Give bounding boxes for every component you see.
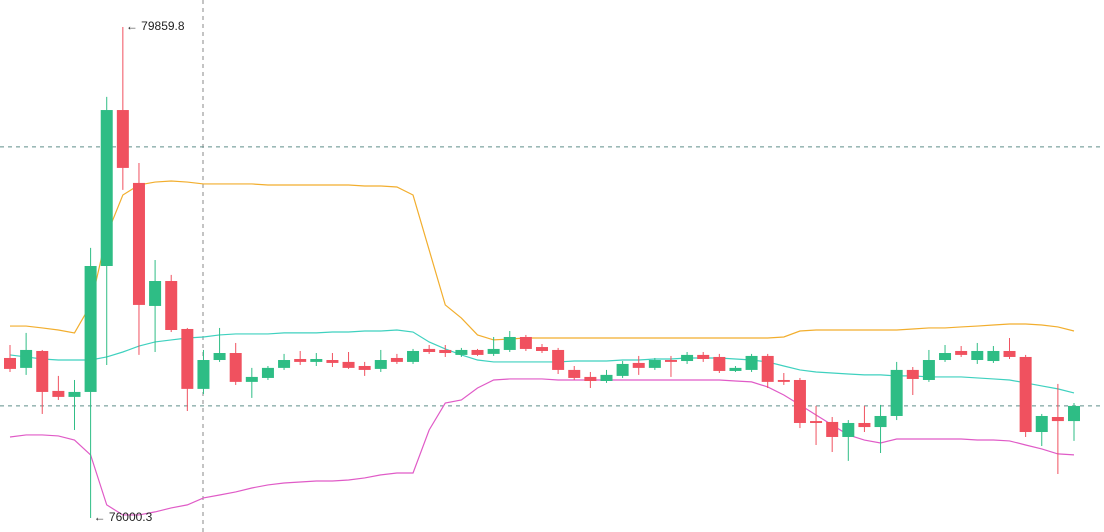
- price-annotation: ← 79859.8: [126, 19, 185, 33]
- candle-body: [745, 355, 758, 370]
- candle-body: [52, 390, 65, 397]
- candle-body: [245, 376, 258, 382]
- candle-body: [519, 336, 532, 349]
- candle-body: [616, 363, 629, 376]
- candle-body: [632, 362, 645, 368]
- candle-body: [681, 354, 694, 362]
- candle-body: [68, 391, 81, 397]
- candle-body: [100, 110, 113, 266]
- candle-body: [1051, 417, 1064, 422]
- candle-body: [890, 369, 903, 416]
- candle-body: [165, 281, 178, 330]
- candle-body: [697, 354, 710, 359]
- candle-body: [261, 367, 274, 378]
- candle-body: [939, 353, 952, 361]
- candle-body: [552, 349, 565, 370]
- candle-body: [342, 361, 355, 368]
- candle-body: [777, 379, 790, 382]
- candle-body: [423, 348, 436, 352]
- band-line: [10, 180, 1075, 341]
- candle-body: [116, 110, 129, 168]
- candle-body: [181, 328, 194, 389]
- band-line: [9, 329, 1075, 394]
- candle-body: [648, 360, 661, 368]
- price-annotation: ← 76000.3: [94, 510, 153, 524]
- candle-body: [729, 367, 742, 371]
- candle-body: [213, 353, 226, 361]
- candle-body: [858, 422, 871, 428]
- candle-body: [326, 360, 339, 363]
- candle-body: [439, 349, 452, 354]
- candle-body: [20, 349, 33, 368]
- candle-body: [229, 353, 242, 382]
- candle-body: [503, 336, 516, 350]
- candle-body: [922, 360, 935, 380]
- candle-body: [132, 182, 145, 305]
- candle-body: [407, 350, 420, 362]
- candle-body: [294, 358, 307, 362]
- candle-body: [374, 360, 387, 369]
- candle-body: [1068, 405, 1080, 422]
- candle-body: [664, 360, 677, 362]
- candle-body: [971, 350, 984, 361]
- candle-body: [455, 349, 468, 355]
- candle-body: [906, 369, 919, 379]
- candle-body: [826, 421, 839, 437]
- candle-body: [600, 374, 613, 381]
- candle-body: [487, 348, 500, 354]
- candle-body: [149, 281, 162, 306]
- candle-body: [1019, 356, 1032, 433]
- candle-body: [761, 355, 774, 382]
- candle-body: [810, 421, 823, 423]
- candle-body: [310, 358, 323, 362]
- candle-body: [955, 350, 968, 355]
- candle-body: [4, 357, 16, 369]
- candle-body: [358, 365, 371, 370]
- candle-body: [842, 422, 855, 437]
- candle-body: [197, 360, 210, 389]
- candle-body: [390, 357, 403, 362]
- candle-body: [1035, 415, 1048, 433]
- candle-body: [471, 349, 484, 355]
- candle-body: [536, 347, 548, 351]
- candle-body: [874, 415, 887, 428]
- candle-body: [713, 356, 726, 371]
- candle-body: [793, 379, 806, 423]
- candle-body: [1003, 350, 1016, 357]
- candle-body: [568, 369, 581, 378]
- band-line: [9, 378, 1075, 516]
- candle-body: [278, 360, 291, 368]
- candle-body: [987, 350, 1000, 362]
- candle-body: [584, 376, 597, 381]
- candle-body: [84, 266, 97, 392]
- candle-body: [36, 350, 49, 392]
